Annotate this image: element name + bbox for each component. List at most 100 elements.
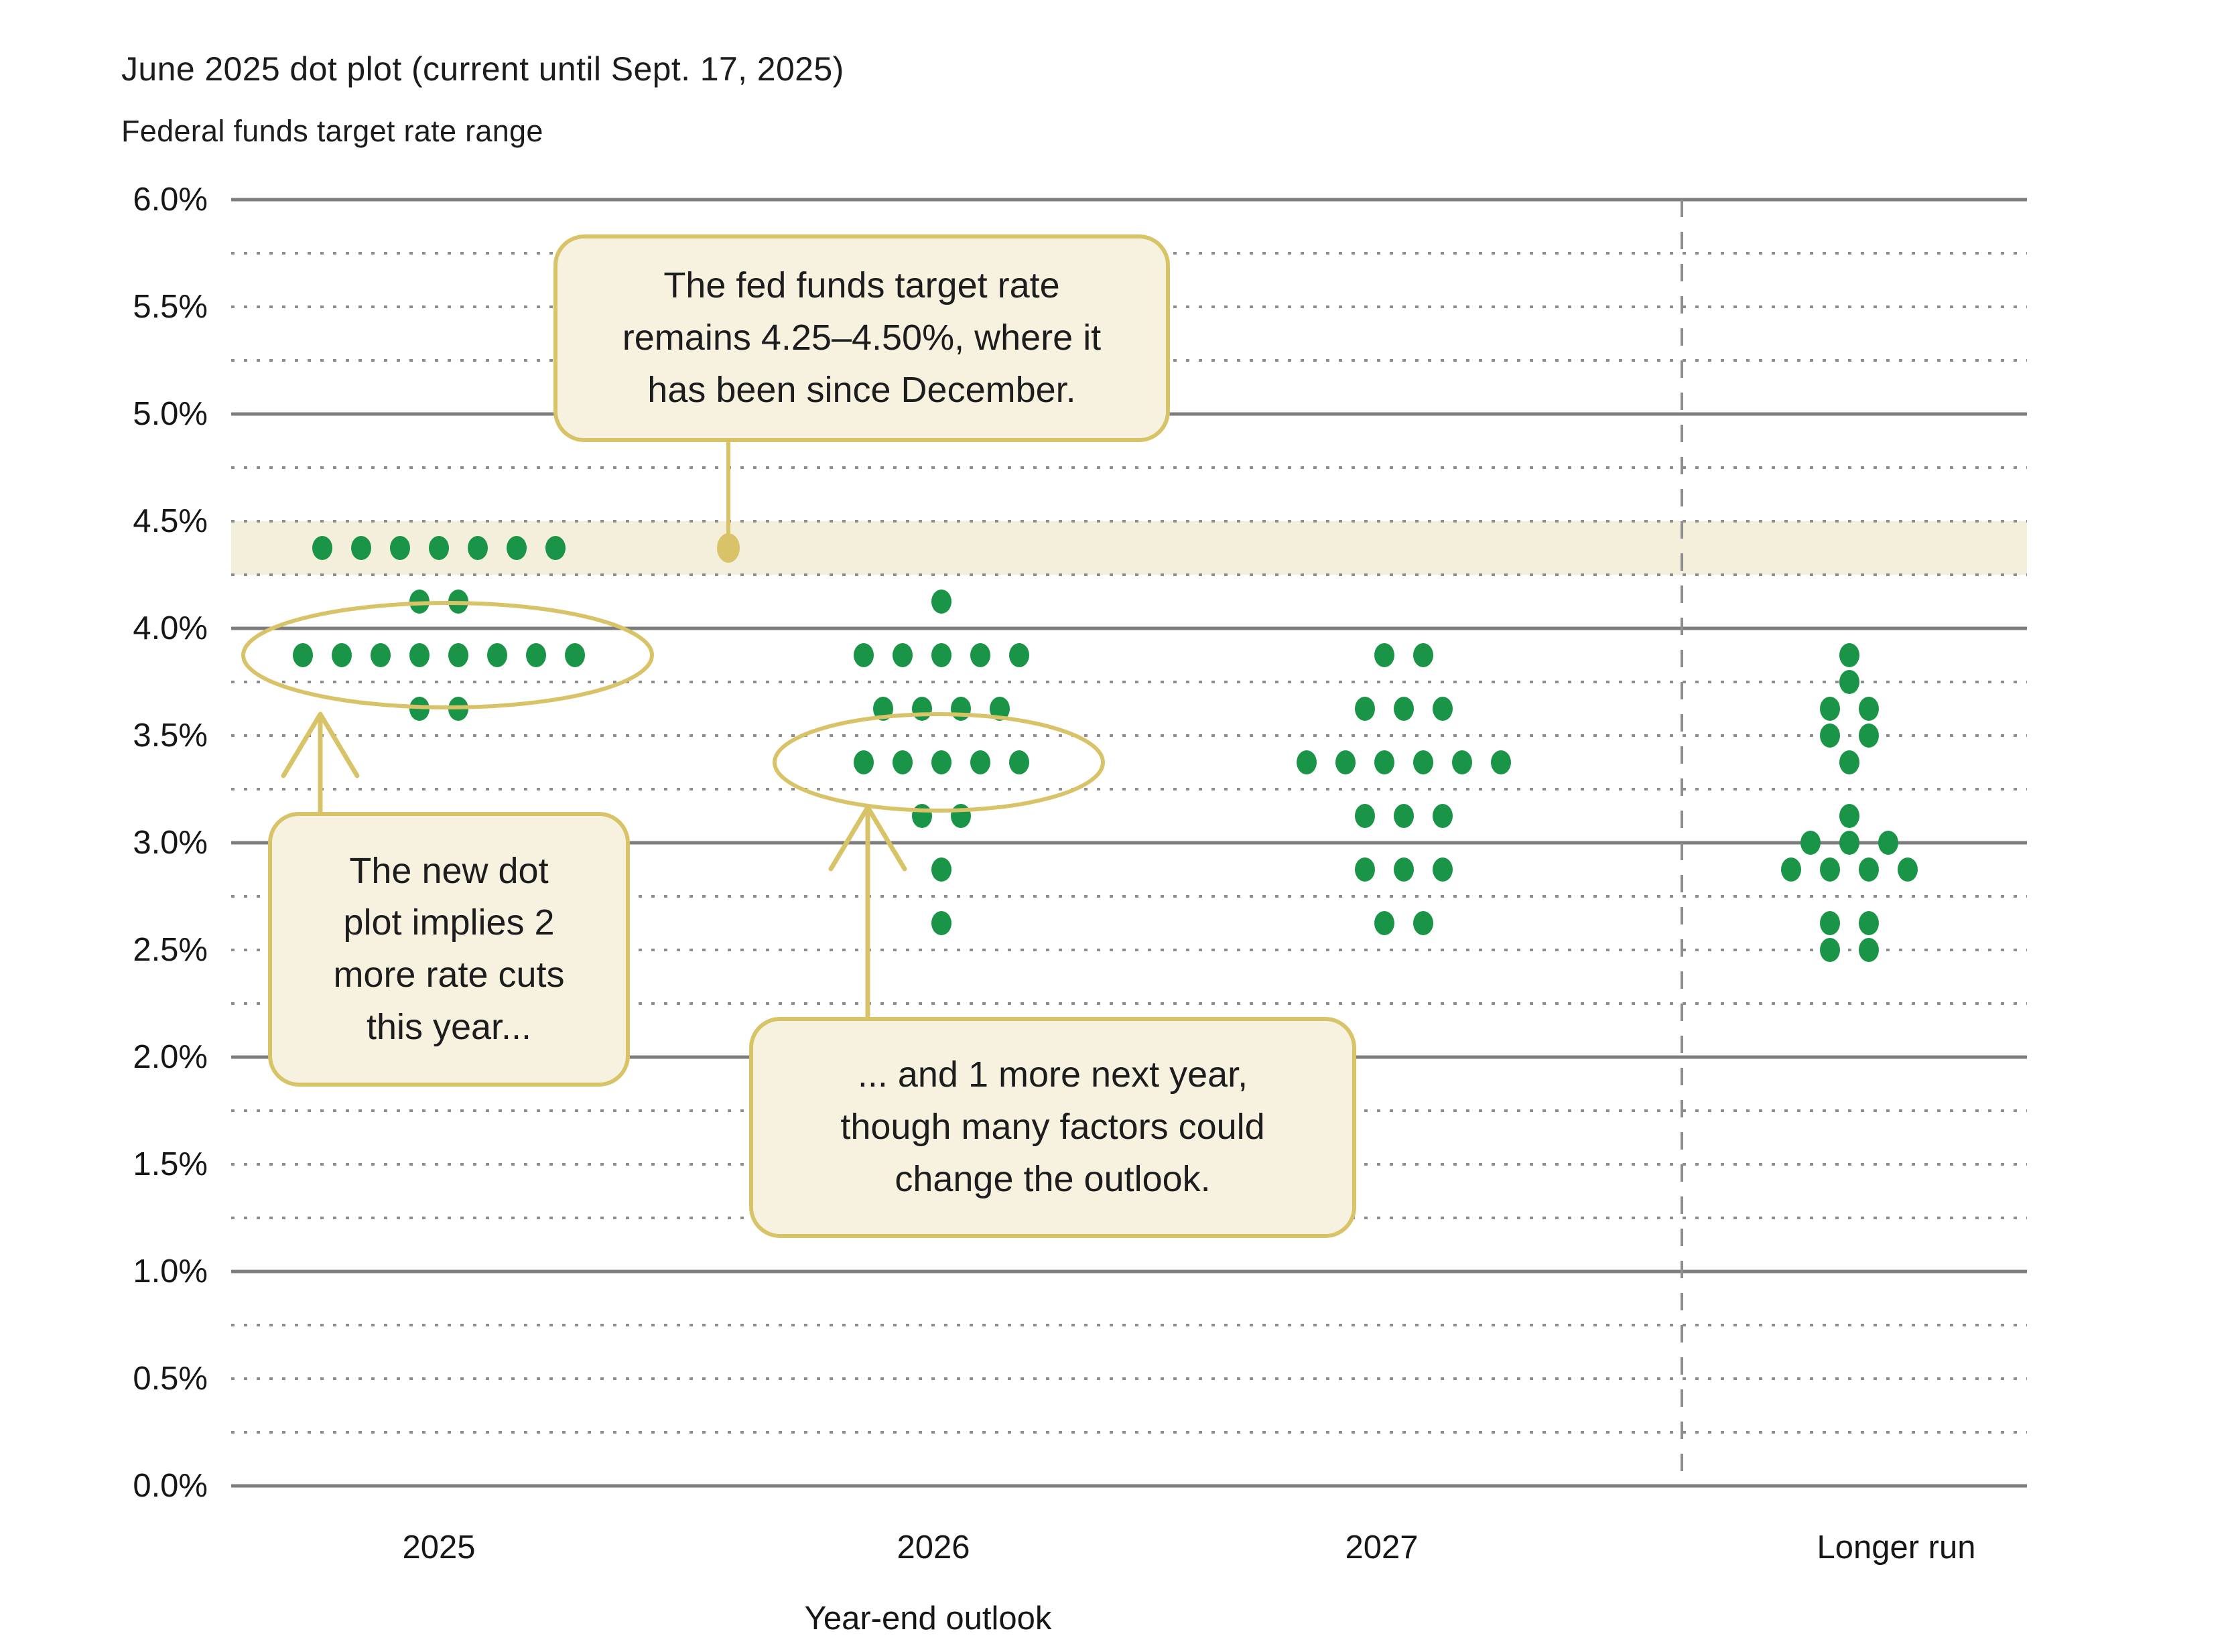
callout-current-rate: The fed funds target rate remains 4.25–4… xyxy=(553,234,1170,442)
projection-dot xyxy=(931,643,951,667)
projection-dot xyxy=(1413,643,1433,667)
callout-line: change the outlook. xyxy=(895,1158,1211,1199)
projection-dot xyxy=(351,536,371,560)
projection-dot xyxy=(1820,724,1840,748)
callout-cuts-this-year: The new dot plot implies 2 more rate cut… xyxy=(268,812,630,1087)
callout-marker-dot xyxy=(717,533,740,563)
projection-dot xyxy=(565,643,585,667)
callout-line: remains 4.25–4.50%, where it xyxy=(622,318,1102,358)
projection-dot xyxy=(931,750,951,774)
callout-line: this year... xyxy=(366,1006,532,1047)
projection-dot xyxy=(951,804,971,828)
projection-dot xyxy=(293,643,313,667)
y-axis-label: 6.0% xyxy=(133,182,208,218)
projection-dot xyxy=(1355,697,1375,721)
circle-annotation xyxy=(773,712,1105,813)
projection-dot xyxy=(1433,697,1453,721)
projection-dot xyxy=(371,643,391,667)
projection-dot xyxy=(390,536,410,560)
projection-dot xyxy=(429,536,449,560)
projection-dot xyxy=(526,643,546,667)
projection-dot xyxy=(332,643,352,667)
projection-dot xyxy=(1859,857,1879,882)
projection-dot xyxy=(854,643,874,667)
projection-dot xyxy=(1820,911,1840,935)
projection-dot xyxy=(931,911,951,935)
y-axis-label: 3.5% xyxy=(133,717,208,754)
callout-line: plot implies 2 xyxy=(343,902,555,943)
callout-line: The fed funds target rate xyxy=(663,265,1060,306)
callout-line: more rate cuts xyxy=(333,955,565,995)
projection-dot xyxy=(1394,857,1414,882)
projection-dot xyxy=(1413,911,1433,935)
x-axis-label: 2026 xyxy=(897,1529,970,1566)
projection-dot xyxy=(1335,750,1356,774)
current-rate-band xyxy=(231,521,2027,575)
projection-dot xyxy=(468,536,488,560)
circle-annotation xyxy=(241,601,654,709)
projection-dot xyxy=(1859,911,1879,935)
projection-dot xyxy=(1374,911,1394,935)
projection-dot xyxy=(912,804,932,828)
projection-dot xyxy=(1433,804,1453,828)
projection-dot xyxy=(893,643,913,667)
y-axis-label: 2.0% xyxy=(133,1039,208,1075)
y-axis-label: 1.0% xyxy=(133,1253,208,1290)
callout-cuts-next-year: ... and 1 more next year, though many fa… xyxy=(749,1017,1356,1238)
projection-dot xyxy=(448,643,468,667)
projection-dot xyxy=(1781,857,1801,882)
chart-subtitle: Federal funds target rate range xyxy=(121,114,543,148)
projection-dot xyxy=(1839,831,1859,855)
projection-dot xyxy=(1009,750,1029,774)
projection-dot xyxy=(931,590,951,614)
projection-dot xyxy=(1374,750,1394,774)
projection-dot xyxy=(1820,697,1840,721)
projection-dot xyxy=(1859,938,1879,962)
projection-dot xyxy=(1820,857,1840,882)
x-axis-title: Year-end outlook xyxy=(804,1600,1052,1637)
y-axis-label: 0.0% xyxy=(133,1468,208,1504)
y-axis-label: 1.5% xyxy=(133,1146,208,1182)
y-axis-label: 3.0% xyxy=(133,825,208,861)
projection-dot xyxy=(1009,643,1029,667)
x-axis-label: 2025 xyxy=(402,1529,476,1566)
projection-dot xyxy=(970,643,990,667)
projection-dot xyxy=(1433,857,1453,882)
chart-title: June 2025 dot plot (current until Sept. … xyxy=(121,50,844,88)
projection-dot xyxy=(970,750,990,774)
arrow-head xyxy=(828,805,907,872)
callout-line: though many factors could xyxy=(840,1107,1265,1148)
projection-dot xyxy=(1394,804,1414,828)
projection-dot xyxy=(1394,697,1414,721)
projection-dot xyxy=(507,536,527,560)
projection-dot xyxy=(1859,697,1879,721)
projection-dot xyxy=(1413,750,1433,774)
y-axis-label: 5.5% xyxy=(133,289,208,325)
projection-dot xyxy=(1839,643,1859,667)
projection-dot xyxy=(990,697,1010,721)
y-axis-label: 4.5% xyxy=(133,503,208,539)
projection-dot xyxy=(1355,804,1375,828)
projection-dot xyxy=(1374,643,1394,667)
projection-dot xyxy=(1491,750,1511,774)
y-axis-label: 2.5% xyxy=(133,932,208,968)
projection-dot xyxy=(487,643,507,667)
projection-dot xyxy=(545,536,566,560)
projection-dot xyxy=(1839,804,1859,828)
projection-dot xyxy=(912,697,932,721)
projection-dot xyxy=(951,697,971,721)
callout-line: ... and 1 more next year, xyxy=(857,1054,1248,1095)
projection-dot xyxy=(1898,857,1918,882)
callout-line: has been since December. xyxy=(647,369,1076,410)
projection-dot xyxy=(1839,750,1859,774)
projection-dot xyxy=(931,857,951,882)
projection-dot xyxy=(854,750,874,774)
y-axis-label: 4.0% xyxy=(133,610,208,646)
y-axis-label: 0.5% xyxy=(133,1361,208,1397)
projection-dot xyxy=(1355,857,1375,882)
x-axis-label: Longer run xyxy=(1817,1529,1976,1566)
x-axis-label: 2027 xyxy=(1345,1529,1419,1566)
projection-dot xyxy=(1839,670,1859,694)
